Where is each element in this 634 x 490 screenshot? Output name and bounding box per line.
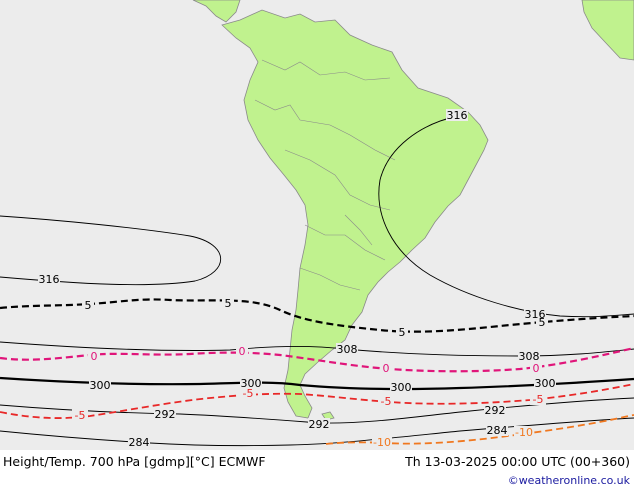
- contour-284: [0, 417, 634, 447]
- south-america-land: [221, 9, 489, 419]
- footer-background: [0, 450, 634, 490]
- label-tm5-central: -5: [243, 387, 254, 400]
- land-masses: [192, 0, 634, 421]
- contour-300: [0, 376, 634, 391]
- label-t5-mid: 5: [399, 326, 406, 339]
- label-300-east: 300: [535, 377, 556, 390]
- label-t5-central: 5: [225, 297, 232, 310]
- label-292-west: 292: [155, 408, 176, 421]
- label-t0-west: 0: [91, 350, 98, 363]
- label-t0-east: 0: [533, 362, 540, 375]
- label-tm5-east: -5: [533, 393, 544, 406]
- label-316-north: 316: [447, 109, 468, 122]
- label-t5-east: 5: [539, 316, 546, 329]
- valid-time: Th 13-03-2025 00:00 UTC (00+360): [404, 454, 630, 469]
- label-316-west: 316: [39, 273, 60, 286]
- label-halos: [38, 109, 556, 448]
- label-t5-west: 5: [85, 299, 92, 312]
- label-300-west: 300: [90, 379, 111, 392]
- central-america-land: [192, 0, 241, 23]
- label-284-west: 284: [129, 436, 150, 449]
- label-300-central: 300: [241, 377, 262, 390]
- country-borders: [254, 59, 396, 291]
- label-t0-mid: 0: [383, 362, 390, 375]
- label-tm5-west: -5: [75, 409, 86, 422]
- label-tm10-east: -10: [515, 426, 533, 439]
- height-contour-labels: 316 316 316 308 308 300 300 300 300 292 …: [39, 109, 556, 449]
- label-t0-central: 0: [239, 345, 246, 358]
- label-284-east: 284: [487, 424, 508, 437]
- label-tm10-west: -10: [373, 436, 391, 449]
- label-308-east: 308: [519, 350, 540, 363]
- chart-title: Height/Temp. 700 hPa [gdmp][°C] ECMWF: [3, 454, 266, 469]
- label-308-central: 308: [337, 343, 358, 356]
- contour-316-west: [0, 215, 222, 286]
- label-300-mid: 300: [391, 381, 412, 394]
- credit-link[interactable]: ©weatheronline.co.uk: [508, 474, 631, 487]
- label-tm5-mid: -5: [381, 395, 392, 408]
- label-292-east: 292: [485, 404, 506, 417]
- label-292-central: 292: [309, 418, 330, 431]
- africa-land: [581, 0, 634, 61]
- label-316-east: 316: [525, 308, 546, 321]
- temperature-contour-labels: 5 5 5 5 0 0 0 0 -5 -5 -5 -5 -10 -10: [75, 297, 546, 449]
- contour-316-east: [378, 115, 634, 318]
